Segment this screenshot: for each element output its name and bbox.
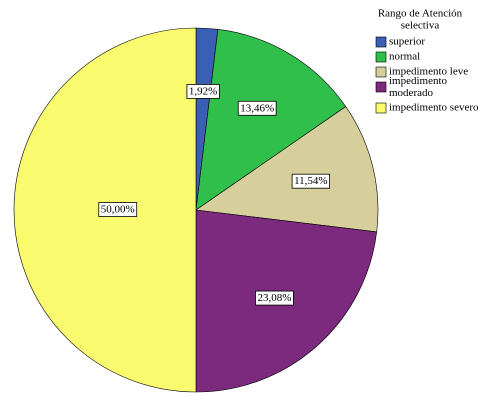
legend-swatch xyxy=(375,81,387,93)
pie-slice xyxy=(195,28,347,211)
data-label-box xyxy=(237,100,277,116)
data-label: 23,08% xyxy=(255,290,294,306)
data-label: 1,92% xyxy=(186,84,220,99)
legend-swatch xyxy=(375,66,387,78)
data-label-box xyxy=(291,173,331,189)
data-label: 50,00% xyxy=(98,202,138,217)
data-label-text: 23,08% xyxy=(257,292,291,304)
data-label-text: 11,54% xyxy=(294,175,328,187)
pie-slice xyxy=(195,106,379,233)
data-label-text: 1,92% xyxy=(189,85,217,97)
data-label-text: 13,46% xyxy=(240,102,274,114)
legend-label: impedimento severo xyxy=(389,102,479,114)
data-label-box xyxy=(98,202,138,217)
data-label-box xyxy=(186,84,220,99)
legend-swatch xyxy=(375,51,387,63)
legend-title: Rango de Atención xyxy=(378,8,463,20)
legend-label: impedimento moderado xyxy=(389,75,448,99)
data-label: 11,54% xyxy=(291,173,331,189)
legend-swatch xyxy=(375,102,387,114)
data-label-text: 50,00% xyxy=(101,204,135,216)
legend-label: normal xyxy=(389,51,420,63)
legend-swatch xyxy=(375,36,387,48)
data-label-box xyxy=(255,290,294,306)
legend-label: impedimento leve xyxy=(389,66,468,78)
legend-title: selectiva xyxy=(401,20,440,32)
legend-label: superior xyxy=(389,36,425,48)
data-label: 13,46% xyxy=(237,100,277,116)
